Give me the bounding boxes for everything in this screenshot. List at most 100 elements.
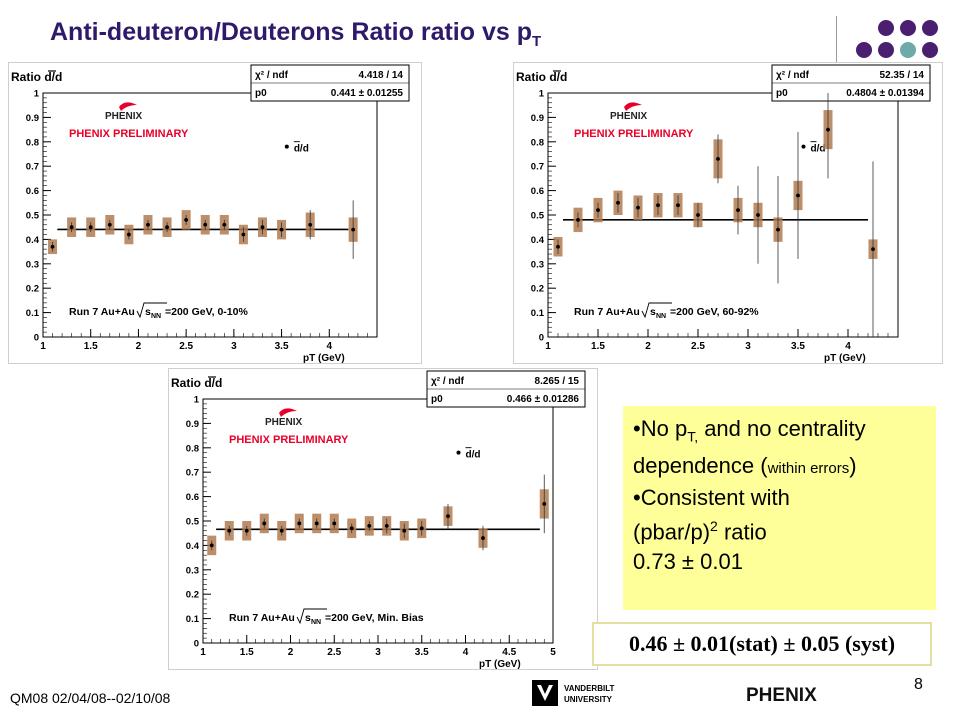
y-tick-label: 0.1 [26,308,40,319]
run-label-tail: =200 GeV, 60-92% [670,306,759,318]
x-tick-label: 2.5 [179,341,193,352]
sqrt-subscript: NN [151,313,161,320]
decorative-dot-icon [856,42,872,58]
x-tick-label: 4 [327,341,333,352]
phenix-logo-text: PHENIX [265,417,303,428]
x-tick-label: 3.5 [415,647,429,658]
x-tick-label: 1 [545,341,551,352]
data-point [756,213,760,217]
sqrt-symbol [296,608,327,625]
note-subscript: T, [687,428,699,445]
data-point [351,227,356,232]
footer-conference: QM08 02/04/08--02/10/08 [10,690,171,706]
y-tick-label: 1 [34,89,40,100]
data-point [736,208,740,213]
y-tick-label: 0.5 [26,211,40,222]
legend-marker [801,144,806,149]
x-tick-label: 1 [40,341,46,352]
fit-p0-label: p0 [255,88,267,99]
phenix-wing-icon [279,408,297,417]
vanderbilt-v-icon [537,685,553,701]
data-point [576,217,580,222]
y-tick-label: 0.1 [531,308,545,319]
note-line-3: •Consistent with [633,485,790,511]
page-number: 8 [914,676,923,693]
legend-marker [284,144,289,149]
x-tick-label: 2 [645,341,651,352]
decorative-dot-icon [922,20,938,36]
note-text: Consistent with [640,485,790,511]
chart-central: 0 0.1 0.2 0.3 0.4 0.5 0.6 0.7 0.8 0.9 1 1 1.5 2 2.5 3 3.… [11,64,410,363]
fit-chi2-label: χ² / ndf [776,70,810,81]
x-axis-title: pT (GeV) [824,353,866,363]
note-text: (pbar/p) [633,519,711,545]
slide-title: Anti-deuteron/Deuterons Ratio ratio vs p… [50,18,541,50]
run-label: Run 7 Au+Au [229,612,295,624]
slide-title-subscript: T [531,33,542,50]
vanderbilt-wordmark-line2: UNIVERSITY [564,695,613,704]
y-tick-label: 0.2 [531,284,544,295]
slide-title-main: Anti-deuteron/Deuterons Ratio ratio vs p [50,18,532,46]
x-tick-label: 4 [845,341,851,352]
y-tick-label: 1 [539,89,545,100]
fit-p0-value: 0.466 ± 0.01286 [507,394,580,405]
data-point [279,227,284,232]
sqrt-subscript: NN [656,313,666,320]
vanderbilt-shield-icon [532,680,558,706]
y-tick-label: 0.9 [26,113,39,124]
note-line-4: (pbar/p)2 ratio [633,512,930,546]
decorative-dot-icon [878,42,894,58]
data-point [184,217,189,222]
data-point [165,225,169,230]
y-tick-label: 0 [539,333,544,344]
x-tick-label: 3 [375,647,381,658]
phenix-logo-text: PHENIX [105,111,143,122]
y-tick-label: 0.6 [186,492,199,503]
note-text: and no centrality [698,416,866,441]
run-label: Run 7 Au+Au [574,306,640,318]
result-box: 0.46 ± 0.01(stat) ± 0.05 (syst) [592,622,932,666]
data-point [146,222,150,227]
data-point [796,193,800,198]
data-point [419,526,424,531]
note-text: No p [640,416,688,441]
legend-marker [456,450,461,455]
phenix-wing-icon [119,102,137,111]
x-tick-label: 3 [231,341,237,352]
run-label: Run 7 Au+Au [69,306,135,318]
x-tick-label: 1.5 [240,647,254,658]
y-axis-title: Ratio d/d [171,376,222,390]
data-point [262,521,267,526]
data-point [636,205,640,210]
chart-minbias: 0 0.1 0.2 0.3 0.4 0.5 0.6 0.7 0.8 0.9 1 1 1.5 2 2.5 3 3.… [171,370,586,669]
result-text: 0.46 ± 0.01(stat) ± 0.05 (syst) [628,631,896,656]
y-tick-label: 0.4 [26,235,40,246]
data-point [384,523,389,528]
y-tick-label: 0.6 [531,186,544,197]
data-point [481,536,485,540]
title-divider [836,16,837,96]
data-point [367,523,372,528]
y-tick-label: 1 [194,395,200,406]
sqrt-s: s [305,612,311,624]
data-point [50,244,55,249]
note-line-2: dependence (within errors) [633,451,930,483]
data-point [241,232,246,237]
y-tick-label: 0.3 [531,259,544,270]
phenix-footer-wordmark: PHENIX [746,685,817,706]
y-tick-label: 0.5 [186,517,200,528]
vanderbilt-logo: VANDERBILT UNIVERSITY [532,680,614,706]
y-tick-label: 0.6 [26,186,39,197]
fit-p0-label: p0 [776,88,788,99]
fit-chi2-value: 4.418 / 14 [359,70,404,81]
y-tick-label: 0.3 [26,259,39,270]
data-point [260,225,265,230]
note-text: ratio [717,519,767,545]
fit-chi2-value: 8.265 / 15 [535,376,580,387]
data-point [203,222,208,227]
y-tick-label: 0.7 [531,162,544,173]
x-tick-label: 2.5 [691,341,705,352]
data-point [402,528,407,533]
chart-panel-minbias: 0 0.1 0.2 0.3 0.4 0.5 0.6 0.7 0.8 0.9 1 1 1.5 2 2.5 3 3.… [168,368,598,670]
x-tick-label: 4 [463,647,469,658]
